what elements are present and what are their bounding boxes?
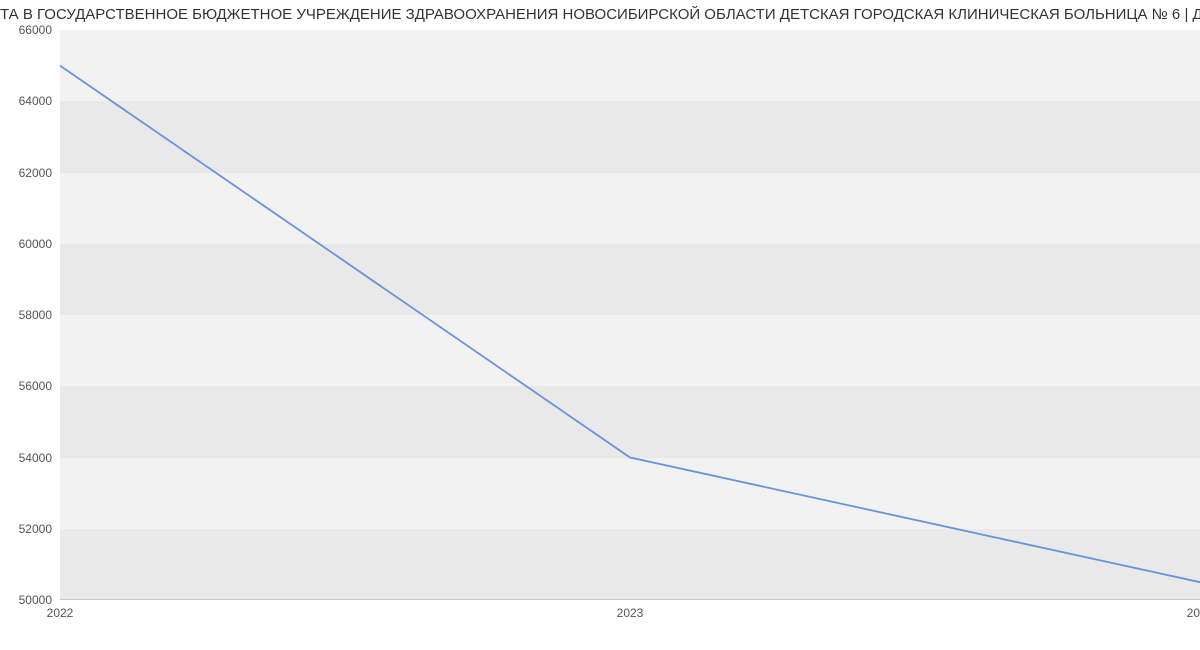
plot-area: 5000052000540005600058000600006200064000…: [60, 30, 1200, 600]
y-tick-label: 54000: [19, 451, 52, 465]
y-tick-label: 64000: [19, 94, 52, 108]
chart-title: ТА В ГОСУДАРСТВЕННОЕ БЮДЖЕТНОЕ УЧРЕЖДЕНИ…: [0, 6, 1200, 23]
y-tick-label: 66000: [19, 23, 52, 37]
y-tick-label: 60000: [19, 237, 52, 251]
y-tick-label: 52000: [19, 522, 52, 536]
line-layer: [60, 30, 1200, 600]
x-tick-label: 2022: [47, 606, 74, 620]
chart-container: ТА В ГОСУДАРСТВЕННОЕ БЮДЖЕТНОЕ УЧРЕЖДЕНИ…: [0, 0, 1200, 650]
y-tick-label: 58000: [19, 308, 52, 322]
x-tick-label: 2024: [1187, 606, 1200, 620]
y-tick-label: 50000: [19, 593, 52, 607]
y-tick-label: 62000: [19, 166, 52, 180]
series-line: [60, 66, 1200, 583]
x-tick-label: 2023: [617, 606, 644, 620]
y-tick-label: 56000: [19, 379, 52, 393]
